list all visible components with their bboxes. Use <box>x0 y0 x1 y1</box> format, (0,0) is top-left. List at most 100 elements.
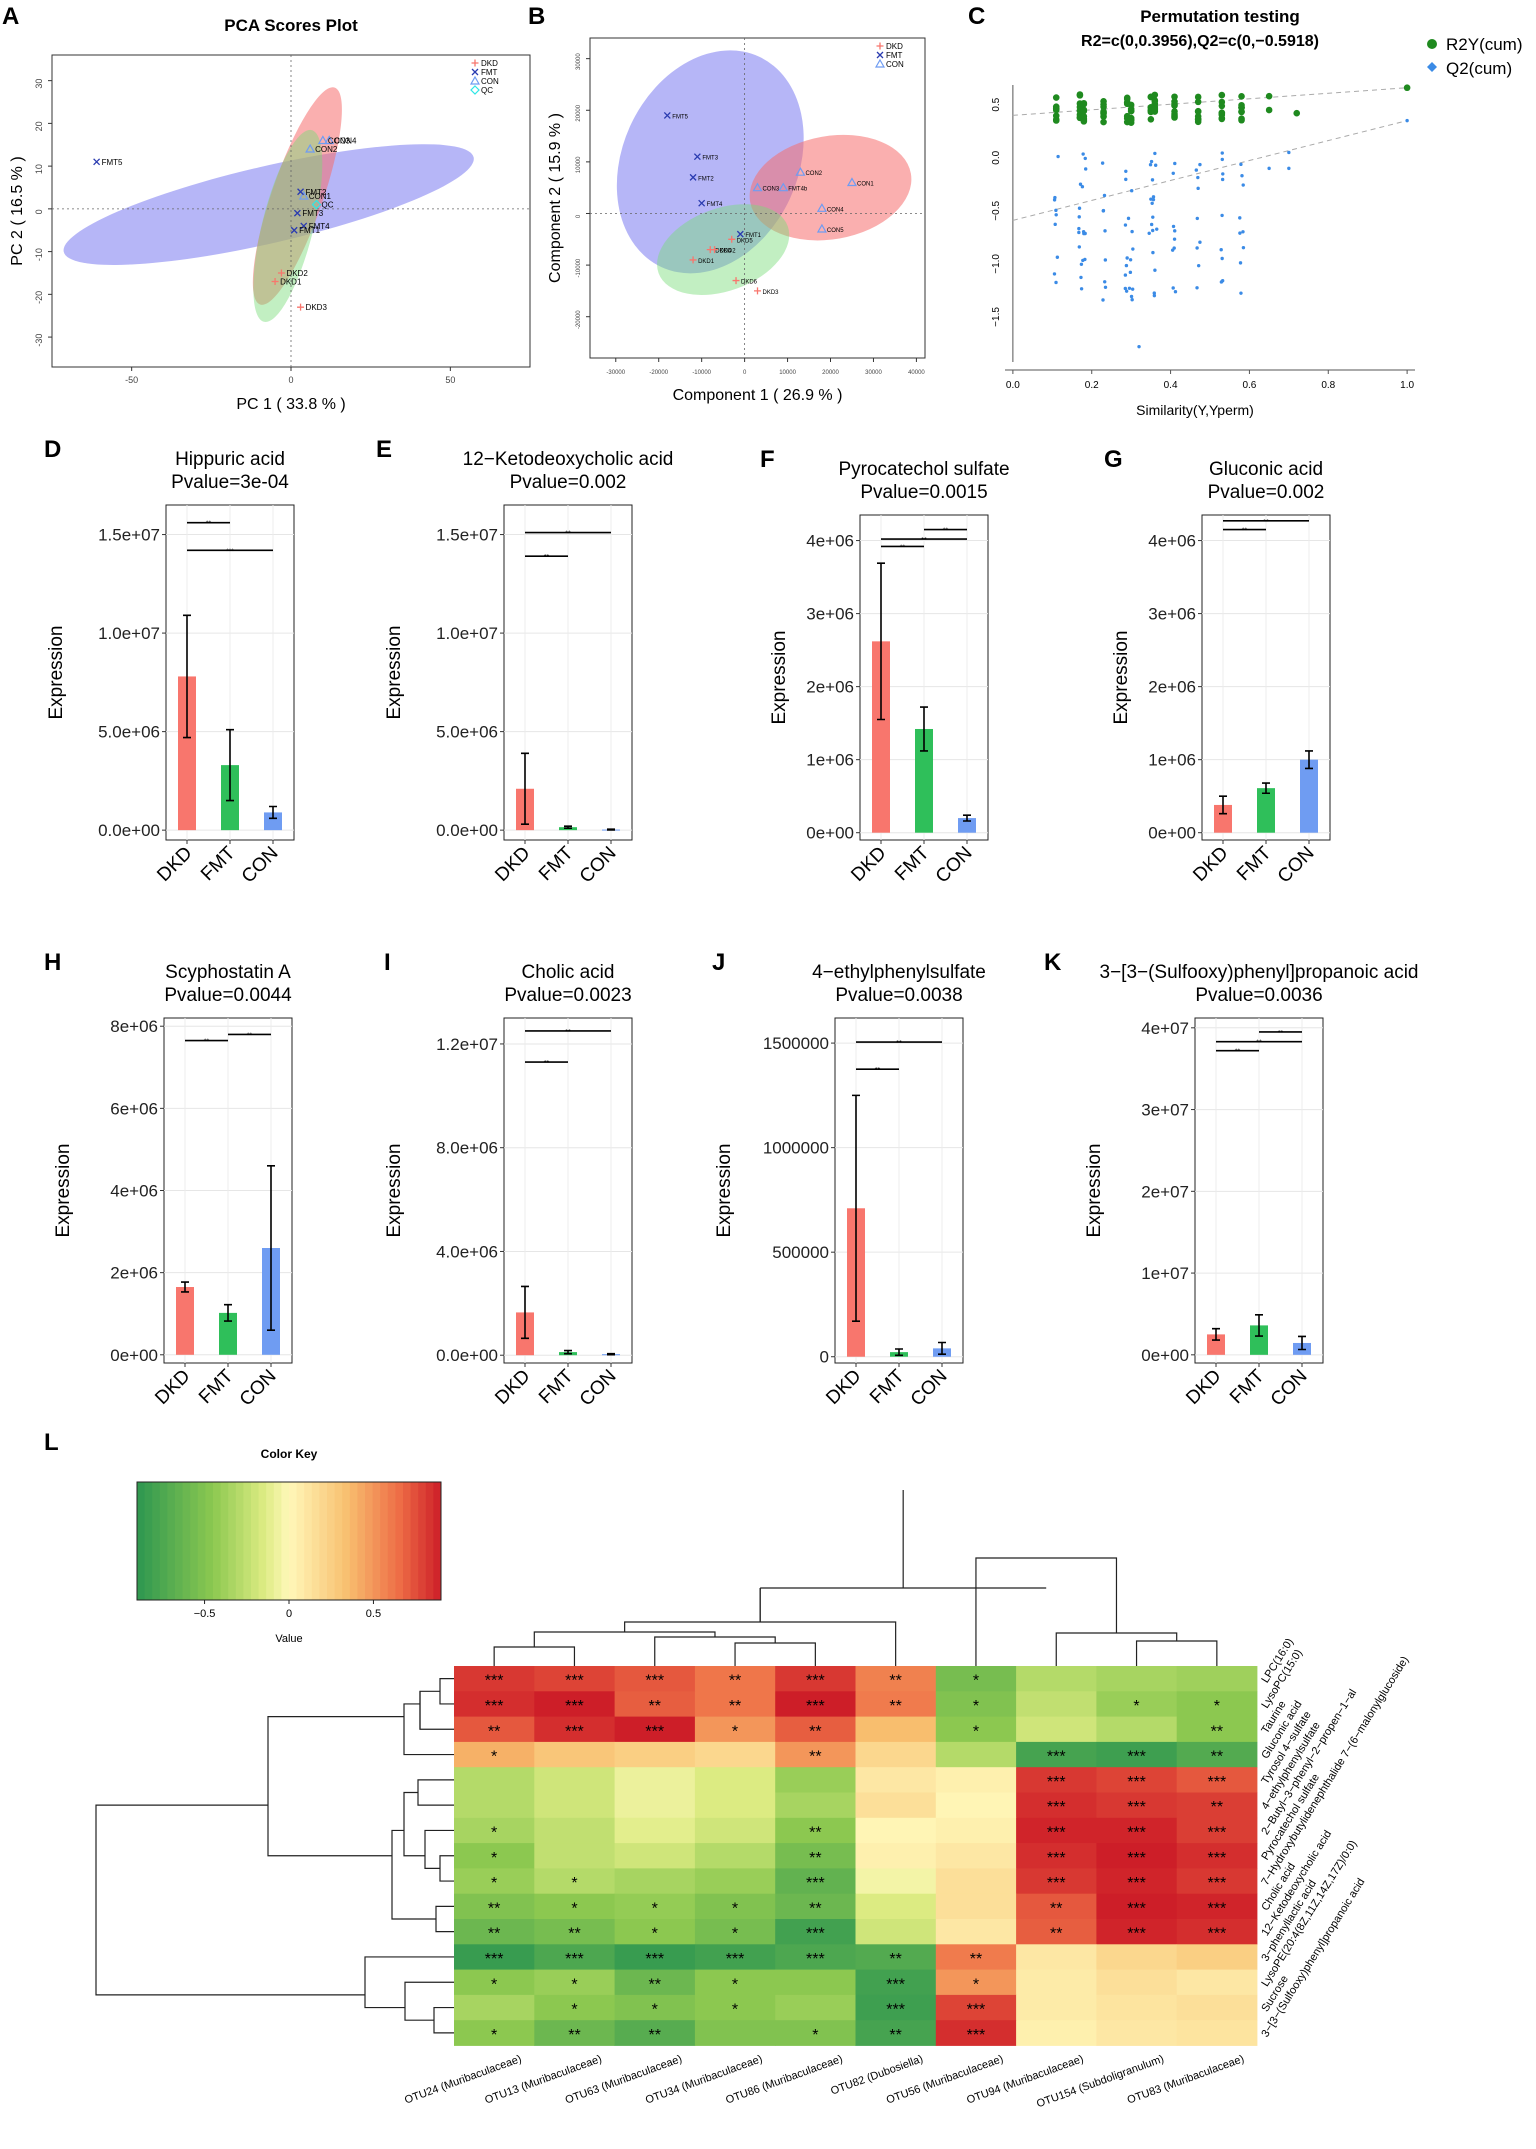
significance-stars: * <box>491 1875 497 1892</box>
q2-point <box>1101 298 1105 302</box>
significance-stars: * <box>973 1723 979 1740</box>
heatmap-cell <box>1096 1691 1178 1717</box>
panel-letter-L: L <box>44 1429 59 1456</box>
significance-stars: ** <box>568 1926 580 1943</box>
color-key-segment <box>182 1482 191 1600</box>
point-fmt1 <box>736 230 744 238</box>
heatmap-cell <box>1096 1741 1178 1768</box>
heatmap-cell <box>935 1969 1017 1996</box>
heatmap-cell <box>614 1741 696 1768</box>
significance-stars: ** <box>649 2027 661 2044</box>
y-tick-label: 8e+06 <box>110 1017 158 1036</box>
r2y-point <box>1218 114 1226 122</box>
heatmap-cell <box>1176 1994 1258 2021</box>
dendrogram-branch <box>533 1631 716 1647</box>
chart-title: Permutation testing <box>1140 7 1300 26</box>
r2y-point <box>1238 93 1245 100</box>
r2y-point <box>1238 108 1245 116</box>
x-tick-label: FMT <box>1226 1365 1269 1408</box>
x-tick-label: CON <box>576 1366 621 1411</box>
heatmap-cell <box>775 1994 856 2021</box>
r2y-point <box>1218 91 1226 99</box>
point-con1 <box>298 190 309 200</box>
q2-point <box>1100 161 1105 165</box>
heatmap-cell <box>614 1919 696 1945</box>
y-tick-label: 0e+00 <box>1148 824 1196 843</box>
r2y-point <box>1147 116 1155 123</box>
error-bar <box>938 1341 946 1356</box>
q2-point <box>1405 118 1409 123</box>
point-dkd5 <box>728 235 736 243</box>
point-dkd3 <box>754 287 761 295</box>
heatmap-cell <box>614 1994 696 2021</box>
panel-letter-H: H <box>44 949 61 976</box>
chart-pvalue: Pvalue=3e-04 <box>171 472 289 493</box>
y-tick-label: -10000 <box>576 258 582 277</box>
significance-stars: *** <box>485 1951 504 1968</box>
y-tick-label: 1.5e+07 <box>436 526 498 545</box>
significance-stars: ** <box>729 1673 741 1690</box>
color-key-segment <box>380 1482 389 1600</box>
error-bar <box>521 752 529 826</box>
panel-letter-A: A <box>2 3 19 30</box>
heatmap-cell <box>694 1741 776 1768</box>
bar-dkd <box>178 676 196 831</box>
significance-stars: *** <box>806 1673 825 1690</box>
significance-stars: *** <box>645 1673 664 1690</box>
point-label: CON3 <box>763 187 780 193</box>
q2-point <box>1152 293 1157 298</box>
heatmap-cell <box>694 1767 776 1793</box>
chart-pvalue: Pvalue=0.002 <box>1208 482 1325 503</box>
q2-point <box>1130 189 1134 193</box>
q2-point <box>1101 208 1106 213</box>
heatmap-cell <box>454 1716 535 1743</box>
error-bar <box>564 825 572 829</box>
significance-stars: * <box>973 1698 979 1715</box>
y-tick-label: 1.2e+07 <box>436 1035 498 1054</box>
x-tick-label: CON <box>236 1366 281 1411</box>
r2y-point <box>1151 91 1159 99</box>
q2-point <box>1079 275 1083 280</box>
y-tick-label: 1.5e+07 <box>98 526 160 545</box>
y-axis-label: Expression <box>384 1144 405 1238</box>
point-label: FMT1 <box>299 226 320 235</box>
q2-point <box>1053 195 1057 200</box>
q2-point <box>1127 286 1132 290</box>
heatmap-cell <box>935 1919 1017 1945</box>
color-key-segment <box>372 1482 381 1600</box>
color-key-segment <box>357 1482 366 1600</box>
q2-point <box>1103 280 1107 284</box>
significance-stars: *** <box>1127 1799 1146 1816</box>
heatmap-cell <box>454 1741 535 1768</box>
q2-point <box>1123 223 1128 227</box>
q2-point <box>1151 215 1155 219</box>
q2-point <box>1238 231 1242 235</box>
point-con4 <box>816 203 827 212</box>
significance-stars: ** <box>889 1673 901 1690</box>
x-tick-label: CON <box>238 843 283 888</box>
heatmap-cell <box>1096 1817 1178 1844</box>
x-tick-label: 0.8 <box>1321 380 1335 391</box>
legend-marker-con <box>874 58 886 68</box>
heatmap-cell <box>935 1893 1017 1920</box>
heatmap-cell <box>534 2020 615 2046</box>
point-label: DKD2 <box>286 269 308 278</box>
heatmap-cell <box>694 1969 776 1996</box>
color-key-segment <box>175 1482 184 1600</box>
significance-stars: ** <box>544 1060 550 1067</box>
dendrogram-branch <box>975 1557 1118 1666</box>
significance-stars: *** <box>1047 1774 1066 1791</box>
q2-point <box>1171 224 1176 229</box>
heatmap-cell <box>534 1691 615 1717</box>
significance-stars: * <box>812 2027 818 2044</box>
legend-label: Q2(cum) <box>1446 59 1512 78</box>
y-tick-label: 0.0e+00 <box>436 1346 498 1365</box>
significance-stars: *** <box>1127 1926 1146 1943</box>
chart-title: Scyphostatin A <box>165 962 291 983</box>
heatmap-cell <box>614 2020 696 2046</box>
x-axis-label: Component 1 ( 26.9 % ) <box>673 387 843 404</box>
q2-point <box>1150 178 1155 182</box>
heatmap-cell <box>534 1817 615 1844</box>
